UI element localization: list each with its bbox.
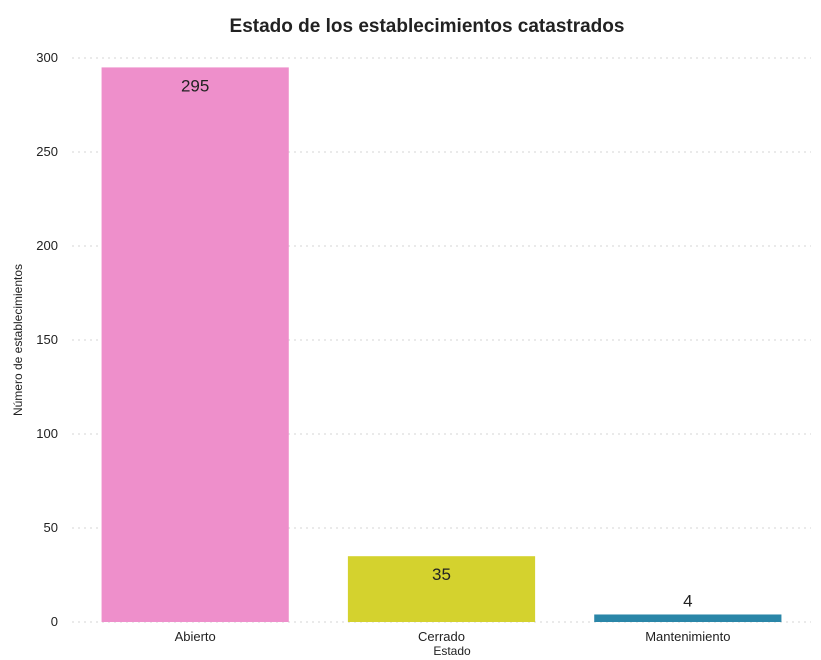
bar-cerrado <box>347 556 536 622</box>
y-tick-label: 200 <box>36 238 58 253</box>
y-tick-label: 250 <box>36 144 58 159</box>
bar-abierto <box>101 67 289 622</box>
y-tick-label: 0 <box>51 614 58 629</box>
bars <box>101 67 782 622</box>
y-tick-label: 150 <box>36 332 58 347</box>
y-tick-label: 100 <box>36 426 58 441</box>
data-labels: 295 35 4 <box>181 76 693 610</box>
x-tick-label: Abierto <box>175 629 216 644</box>
y-axis-ticks: 0 50 100 150 200 250 300 <box>36 50 58 629</box>
chart-title: Estado de los establecimientos catastrad… <box>230 16 625 37</box>
x-axis-ticks: Abierto Cerrado Mantenimiento <box>175 629 731 644</box>
x-tick-label: Mantenimiento <box>645 629 730 644</box>
x-axis-label: Estado <box>433 644 471 658</box>
data-label-cerrado: 35 <box>432 565 451 584</box>
x-tick-label: Cerrado <box>418 629 465 644</box>
data-label-abierto: 295 <box>181 76 209 95</box>
bar-mantenimiento <box>594 614 782 622</box>
y-tick-label: 50 <box>44 520 58 535</box>
data-label-mantenimiento: 4 <box>683 591 692 610</box>
y-axis-label: Número de establecimientos <box>11 264 25 416</box>
y-tick-label: 300 <box>36 50 58 65</box>
